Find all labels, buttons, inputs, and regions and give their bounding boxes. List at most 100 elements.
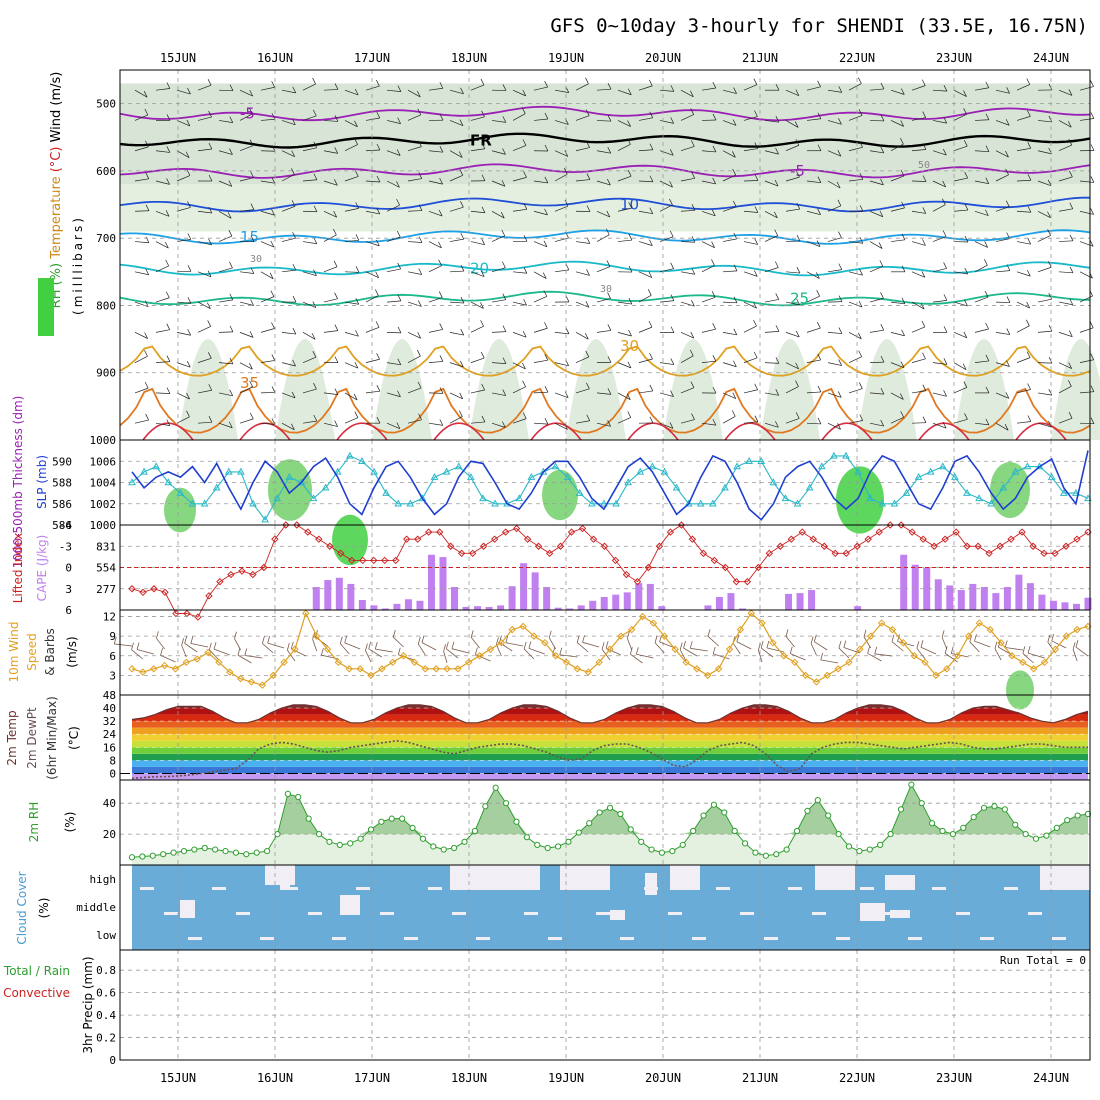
wind-barb [323,298,338,303]
wind-barb-flag [528,641,532,649]
wind-barb [659,422,674,429]
wind-barb [1016,301,1030,309]
wind-barb-flag [943,85,948,92]
wind-speed-point [758,619,766,627]
temp-ylabel-a: 2m Temp [5,710,19,765]
wind-barb-flag [585,109,590,116]
rh2m-point [648,846,655,853]
wind-barb [806,327,821,333]
wind-barb-flag [523,267,528,274]
rh-ytick-label: 20 [103,828,116,841]
wind-barb-flag [1005,168,1009,176]
wind-barb-flag [565,295,570,303]
wind-barb-flag [1006,232,1011,239]
date-label-top: 15JUN [160,51,196,65]
wind-barb-flag [165,241,169,249]
wind-barb-flag [1068,412,1073,419]
date-label-bottom: 23JUN [936,1071,972,1085]
thickness-point [309,494,318,502]
wind-barb [386,362,401,366]
wind-barb [344,89,359,96]
wind-barb [785,176,800,182]
lifted-index-point [435,528,444,536]
date-label-top: 22JUN [839,51,875,65]
wind-barb [575,332,589,340]
wind-barb-flag [312,351,317,358]
isotherm-40 [724,422,776,441]
wind-barb [911,271,926,278]
wind-barb [470,357,485,363]
wind-barb-flag [858,300,863,308]
wind-barb [197,84,212,91]
wind-barb-flag [460,264,465,272]
wind-barb-flag [984,290,989,298]
wind-barb [449,89,464,95]
wind-barb [512,301,527,306]
wind-barb-flag [334,420,338,427]
wind-barb [176,175,191,182]
date-label-bottom: 22JUN [839,1071,875,1085]
wind-barb [974,360,989,363]
wind-barb-flag [250,203,255,210]
rh2m-point [679,841,686,849]
wind-barb-flag [1090,385,1095,392]
wind-barb-flag [736,634,740,642]
wind-barb [260,422,275,425]
wind-barb [680,332,694,339]
wind-barb-flag [544,208,548,216]
date-label-bottom: 21JUN [742,1071,778,1085]
bottom-date-axis: 15JUN 16JUN 17JUN 18JUN 19JUN 20JUN 21JUN 22JUN… [160,1071,1069,1085]
wind-barb-flag [1047,635,1051,643]
wind-barb-flag [901,329,905,336]
thickness-point [406,499,415,507]
wind-barb-flag [670,390,674,397]
wind-barb [365,241,380,247]
wind-barb-flag [1047,261,1052,268]
wind-barb [869,241,883,249]
wind-barb [932,204,946,212]
wind-barb-flag [838,263,843,270]
temp-ytick-label: 16 [103,741,116,754]
wind-barb [417,643,426,656]
wind-barb-flag [270,290,275,297]
wind-barb-flag [607,115,612,122]
wind-barb-flag [679,642,683,650]
wind-barb [176,332,191,336]
wind-barb [806,86,821,91]
cloud-clear-patch [645,873,657,895]
wind-barb-flag [563,168,568,175]
wind-barb [386,422,401,429]
wind-barb [911,326,926,333]
lifted-index-point [798,528,807,536]
wind-barb [932,89,947,92]
wind-barb [470,241,485,246]
lifted-index-point [754,563,763,572]
wind-barb-flag [460,87,464,94]
wind-barb [134,301,149,307]
wind-barb [323,89,338,91]
thickness-point [212,483,221,491]
cape-bar [462,606,470,610]
wind-barb [449,416,463,424]
wind-speed-point [932,671,940,680]
wind-speed-point [736,625,745,634]
wind-barb-flag [480,320,484,327]
cape-bar [1003,586,1011,610]
wind-barb-flag [880,419,885,427]
wind-barb [848,301,863,308]
wind-barb-flag [291,150,296,157]
wind-speed-point [1040,658,1049,667]
wind-barb-flag [775,293,780,300]
chart-title: GFS 0~10day 3-hourly for SHENDI (33.5E, … [550,15,1088,37]
wind-barb-flag [943,262,947,269]
wind-barb-flag [559,647,563,655]
wind-barb-flag [964,267,969,275]
wind-barb [344,239,359,242]
wind-barb-flag [628,265,633,273]
wind-barb [890,392,904,400]
wind-ytick-label: 3 [109,669,116,682]
wind-barb-flag [985,418,990,426]
wind-barb-flag [292,359,296,367]
wind-speed-point [204,648,212,657]
